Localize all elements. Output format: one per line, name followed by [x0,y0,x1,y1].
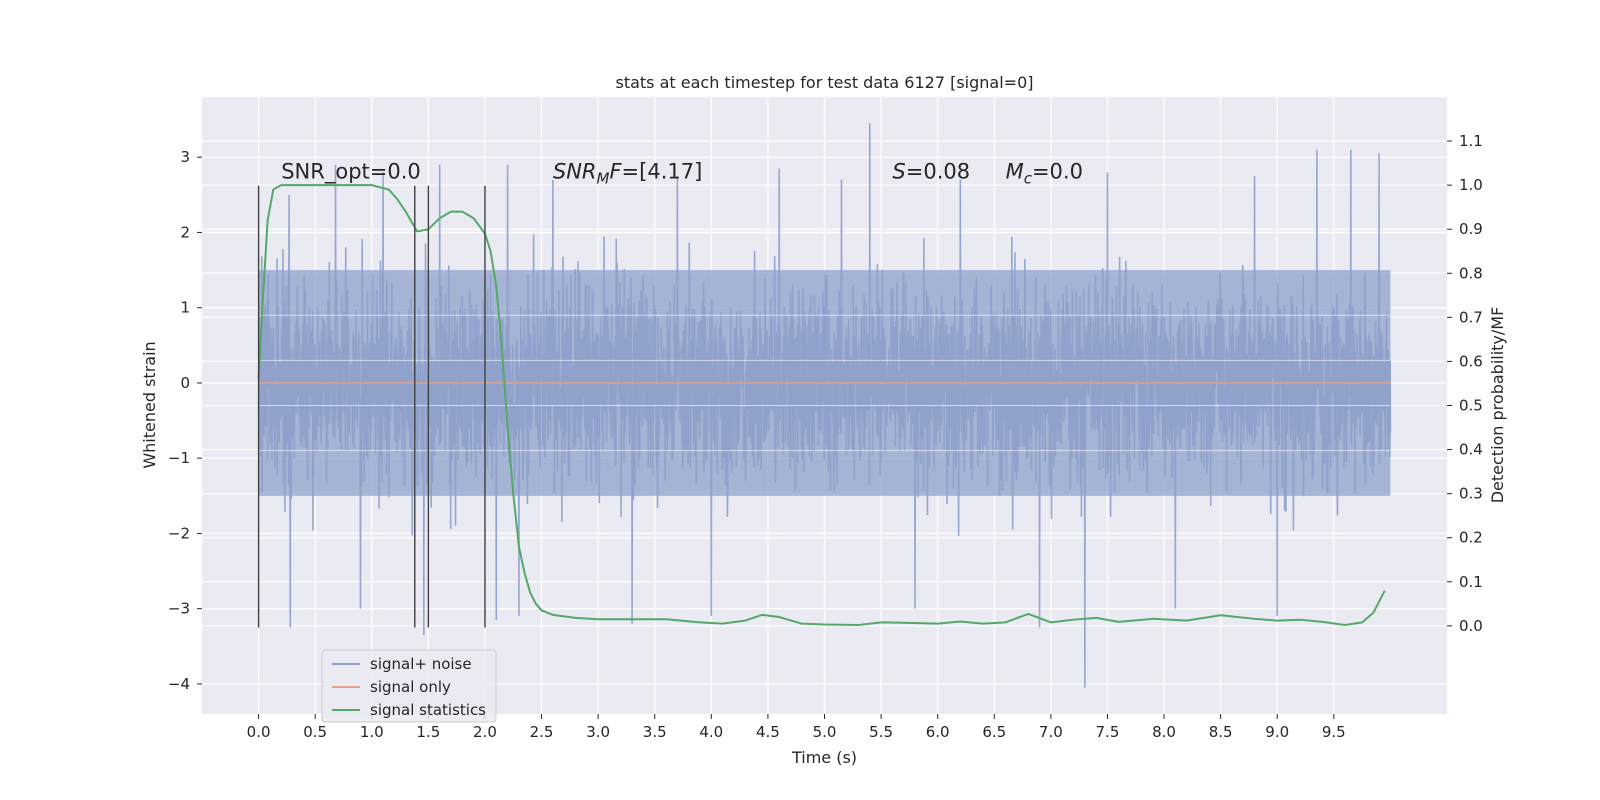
y-tick-label: 1 [180,299,190,317]
line-series [257,184,1391,626]
y2-tick-label: 0.3 [1459,485,1483,503]
x-tick-label: 4.5 [756,723,780,741]
x-axis: 0.0 0.5 1.0 1.5 2.0 2.5 3.0 3.5 4.0 4.5 5.0 5.5 6.0 6… [247,714,1346,741]
y-tick-label: 3 [180,148,190,166]
series-signal-statistics [257,184,1386,626]
x-tick-label: 6.0 [926,723,950,741]
y-axis-right: 1.1 1.0 0.9 0.8 0.7 0.6 0.5 0.4 0.3 0.2 0.1 0.0 [1447,132,1483,635]
chart-title: stats at each timestep for test data 612… [615,73,1033,92]
x-tick-label: 0.0 [247,723,271,741]
x-tick-label: 0.5 [303,723,327,741]
x-tick-label: 5.0 [813,723,837,741]
annotation-0: SNR_opt=0.0 [281,159,421,184]
vertical-markers [257,185,486,628]
annotation-1: SNRMF=[4.17] [553,159,702,187]
y2-tick-label: 0.0 [1459,617,1483,635]
annotations: SNR_opt=0.0 SNRMF=[4.17] S=0.08 Mc=0.0 [281,159,1083,187]
y2-tick-label: 1.0 [1459,176,1483,194]
x-tick-label: 2.5 [530,723,554,741]
x-tick-label: 8.0 [1152,723,1176,741]
x-tick-label: 9.0 [1265,723,1289,741]
y-tick-label: −1 [168,449,190,467]
x-tick-label: 5.5 [869,723,893,741]
y-tick-label: −4 [168,675,190,693]
x-tick-label: 9.5 [1322,723,1346,741]
x-tick-label: 7.0 [1039,723,1063,741]
y-tick-label: 0 [180,374,190,392]
y2-tick-label: 0.5 [1459,397,1483,415]
annotation-2: S=0.08 [892,159,970,183]
y-axis-title: Whitened strain [140,341,159,468]
y2-tick-label: 0.9 [1459,220,1483,238]
legend-label: signal+ noise [370,655,472,673]
y-tick-label: −2 [168,524,190,542]
y2-tick-label: 0.6 [1459,352,1483,370]
y-tick-label: 2 [180,223,190,241]
y2-tick-label: 0.1 [1459,573,1483,591]
y-tick-label: −3 [168,600,190,618]
x-tick-label: 8.5 [1209,723,1233,741]
y2-tick-label: 0.8 [1459,264,1483,282]
y2-tick-label: 0.4 [1459,441,1483,459]
x-tick-label: 1.5 [416,723,440,741]
legend: signal+ noise signal only signal statistic… [321,649,497,723]
y2-axis-title: Detection probability/MF [1488,307,1507,504]
y2-tick-label: 0.2 [1459,529,1483,547]
y-axis-left: 3 2 1 0 −1 −2 −3 −4 [168,148,202,693]
x-tick-label: 6.5 [982,723,1006,741]
legend-box [321,649,497,723]
x-tick-label: 1.0 [360,723,384,741]
x-tick-label: 7.5 [1096,723,1120,741]
x-tick-label: 3.5 [643,723,667,741]
x-tick-label: 2.0 [473,723,497,741]
legend-label: signal statistics [370,701,486,719]
x-tick-label: 4.0 [699,723,723,741]
x-axis-title: Time (s) [791,748,857,767]
annotation-3: Mc=0.0 [1006,159,1083,187]
legend-label: signal only [370,678,451,696]
y2-tick-label: 0.7 [1459,308,1483,326]
y2-tick-label: 1.1 [1459,132,1483,150]
x-tick-label: 3.0 [586,723,610,741]
